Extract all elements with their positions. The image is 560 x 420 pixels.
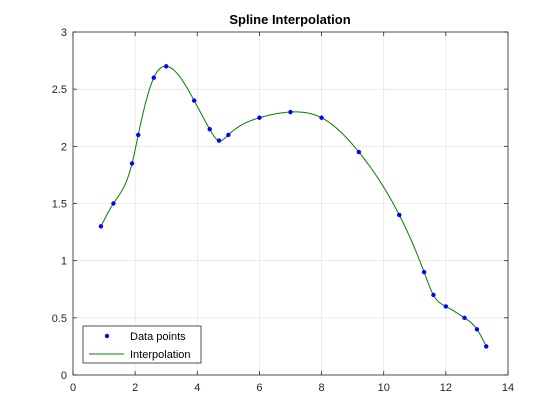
data-points: [98, 64, 489, 349]
y-tick-label-1: 0.5: [52, 313, 67, 325]
data-point-5: [164, 64, 169, 69]
data-point-0: [98, 224, 104, 229]
x-tick-label-6: 12: [440, 382, 452, 394]
data-point-18: [462, 315, 467, 321]
data-point-12: [319, 115, 324, 120]
legend-label-interpolation: Interpolation: [130, 349, 191, 361]
data-point-4: [151, 75, 156, 80]
x-tick-label-4: 8: [319, 382, 325, 394]
legend-label-data-points: Data points: [130, 331, 186, 343]
x-tick-label-7: 14: [502, 382, 514, 394]
legend-marker-data-points: [104, 333, 110, 339]
legend: Data points Interpolation: [82, 325, 202, 364]
data-point-20: [484, 344, 489, 349]
data-point-14: [397, 212, 402, 218]
data-point-2: [129, 161, 135, 166]
data-point-6: [191, 98, 197, 103]
x-tick-label-3: 6: [256, 382, 262, 394]
y-tick-label-4: 2: [61, 141, 67, 153]
y-tick-label-5: 2.5: [52, 84, 67, 96]
x-tick-labels: 0 2 4 6 8 10 12 14: [70, 382, 514, 394]
data-point-15: [421, 269, 427, 275]
y-tick-labels: 0 0.5 1 1.5 2 2.5 3: [52, 27, 67, 382]
x-tick-label-1: 2: [132, 382, 138, 394]
data-point-7: [207, 126, 212, 132]
chart-title: Spline Interpolation: [229, 12, 350, 27]
data-point-19: [474, 327, 480, 332]
legend-box: [82, 325, 202, 364]
y-tick-label-3: 1.5: [52, 199, 67, 211]
y-tick-label-2: 1: [61, 256, 67, 268]
x-tick-label-5: 10: [378, 382, 390, 394]
data-point-1: [111, 201, 116, 206]
data-point-16: [431, 292, 436, 298]
axis-ticks: [72, 31, 509, 376]
x-tick-label-2: 4: [194, 382, 200, 394]
data-point-9: [226, 132, 231, 138]
y-tick-label-6: 3: [61, 27, 67, 39]
x-tick-label-0: 0: [70, 382, 76, 394]
data-point-17: [443, 304, 449, 309]
data-point-10: [257, 115, 262, 120]
y-tick-label-0: 0: [61, 370, 67, 382]
data-point-3: [136, 132, 141, 138]
data-point-11: [288, 109, 293, 115]
data-point-8: [216, 138, 222, 143]
data-point-13: [356, 149, 362, 155]
